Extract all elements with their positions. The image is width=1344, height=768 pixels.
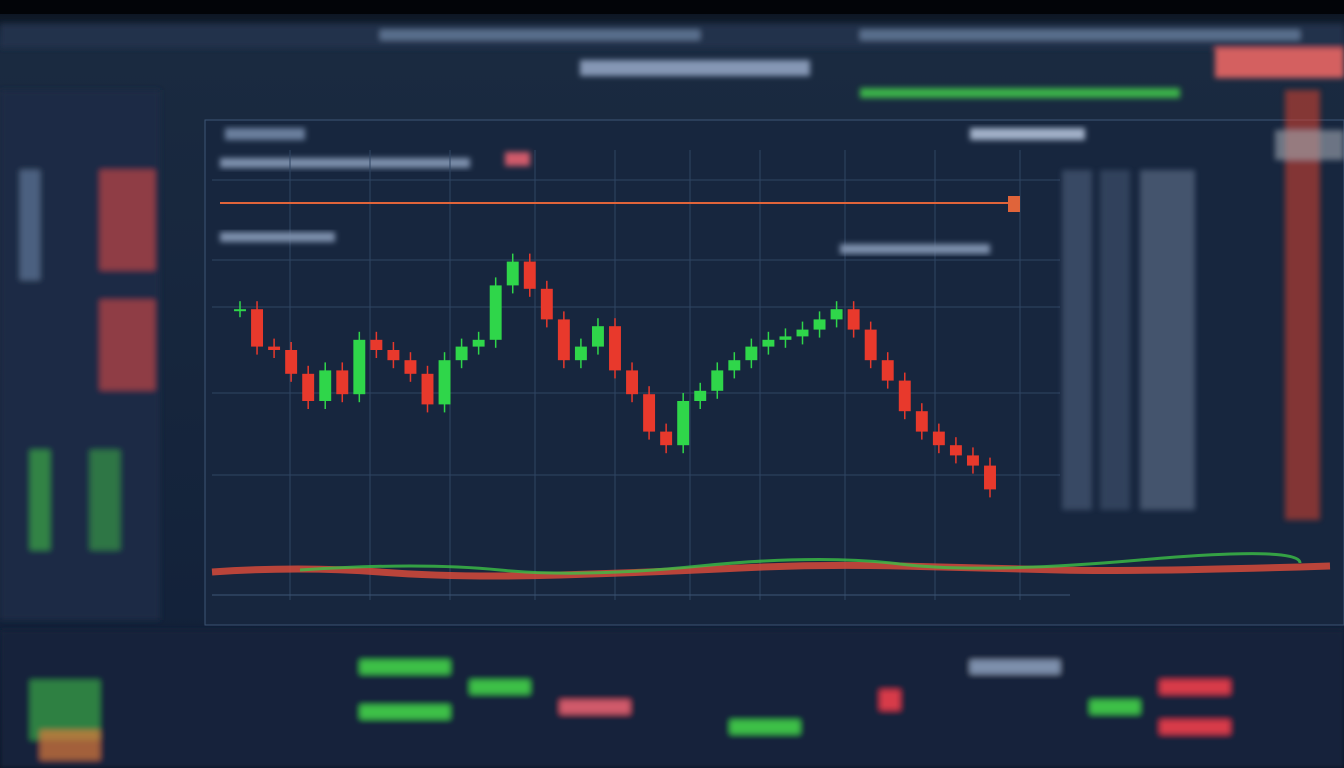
header [0,24,1344,98]
candle-body [864,329,877,361]
candle-body [881,360,894,381]
candle-body [694,390,707,401]
candle-body [523,261,536,289]
candle-body [302,373,315,401]
candle-body [643,394,656,432]
candle-body [472,339,485,347]
candle-body [404,360,417,374]
chart-header [220,128,1085,168]
chart-notes [220,232,990,254]
candle-body [285,350,298,374]
candle-body [489,285,502,340]
oscillator-signal [299,552,1302,575]
candle-body [421,373,434,405]
bottom-table [0,630,1344,768]
candle-body [966,455,979,466]
candle-body [455,346,468,361]
candle-body [574,346,587,361]
candle-body [319,370,332,401]
candle-body [711,370,724,391]
candle-body [438,360,451,405]
candle-body [745,346,758,361]
candle-body [915,411,928,432]
candle-body [336,370,349,395]
candle-body [677,401,690,446]
candle-body [557,319,570,361]
candle-body [984,465,996,490]
candle-body [506,261,519,286]
candle-body [540,288,553,320]
candle-body [830,309,843,320]
grid [212,150,1060,600]
candle-body [813,319,826,330]
candle-body [591,326,604,347]
candle-body [949,445,962,456]
candles [234,253,996,498]
top-edge [0,0,1344,14]
candle-body [353,339,366,395]
candle-body [268,346,281,350]
candle-body [660,431,673,446]
candle-body [234,309,246,312]
candle-body [251,309,264,347]
right-columns [1062,90,1344,520]
candle-body [779,336,792,340]
candle-body [626,370,639,395]
candle-body [370,339,383,350]
candle-body [847,309,860,330]
candle-body [387,350,400,361]
left-panel [0,90,160,620]
candle-body [932,431,945,446]
candle-body [898,380,911,412]
price-tag [1008,196,1020,212]
candle-body [728,360,741,371]
candle-body [762,339,775,347]
candle-body [796,329,809,337]
oscillator [211,561,1331,580]
candle-body [609,326,621,371]
